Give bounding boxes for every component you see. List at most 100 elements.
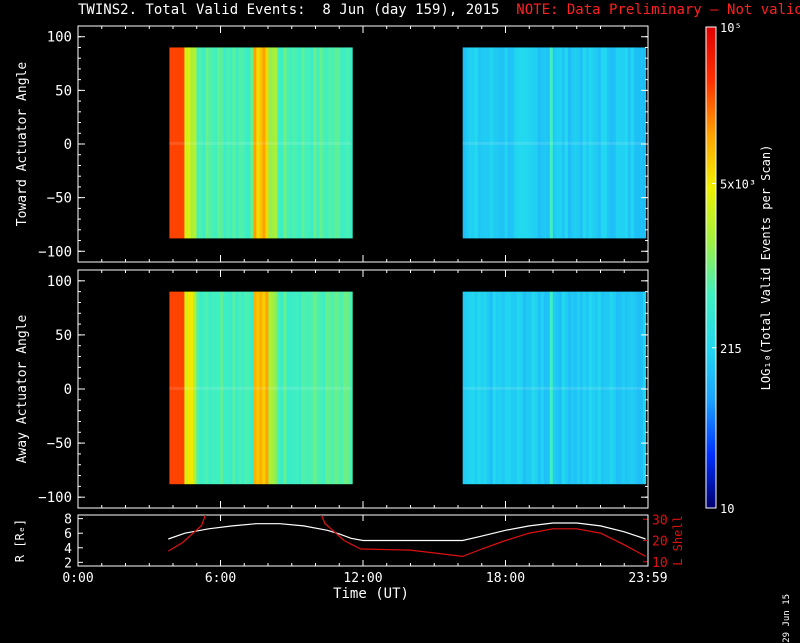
data-strip [486, 291, 490, 485]
ytick-label: 100 [47, 30, 72, 46]
data-strip [594, 47, 599, 239]
y-axis-label: Toward Actuator Angle [15, 62, 30, 227]
data-strip [292, 47, 296, 239]
lshell-line-segment [167, 515, 207, 552]
data-strip [522, 47, 527, 239]
data-strip [564, 47, 569, 239]
ytick-label: 100 [47, 274, 72, 290]
ytick-left-label: 8 [64, 513, 72, 528]
data-strip [537, 291, 542, 485]
data-strip [265, 47, 269, 239]
data-strip [310, 47, 314, 239]
data-strip [349, 291, 353, 485]
data-strip [187, 291, 191, 485]
colorbar-tick-label: 10⁵ [720, 21, 742, 35]
data-strip [627, 291, 632, 485]
data-strip [214, 291, 218, 485]
data-strip [199, 47, 203, 239]
data-strip [531, 47, 536, 239]
data-strip [543, 47, 548, 239]
lshell-line-segment [360, 528, 646, 558]
data-strip [600, 291, 605, 485]
data-strip [576, 291, 581, 485]
colorbar-label: LOG₁₀(Total Valid Events per Scan) [759, 145, 773, 391]
data-strip [325, 47, 329, 239]
colorbar-tick-label: 5x10³ [720, 177, 756, 191]
xtick-label: 6:00 [205, 571, 236, 586]
data-strip [483, 47, 487, 239]
data-strip [504, 291, 508, 485]
data-strip [588, 47, 593, 239]
data-strip [337, 47, 341, 239]
data-strip [319, 47, 323, 239]
data-strip [328, 291, 332, 485]
data-strip [630, 291, 635, 485]
data-strip [639, 291, 644, 485]
data-strip [570, 291, 575, 485]
data-strip [561, 291, 566, 485]
ytick-label: 50 [55, 83, 72, 99]
data-strip [549, 291, 554, 485]
data-strip [600, 47, 605, 239]
data-strip [169, 291, 173, 485]
data-strip [310, 291, 314, 485]
data-strip [331, 47, 335, 239]
ytick-label: −100 [38, 490, 72, 506]
data-strip [489, 47, 493, 239]
data-strip [202, 47, 206, 239]
data-strip [477, 291, 481, 485]
data-strip [283, 291, 287, 485]
data-strip [295, 291, 299, 485]
data-strip [555, 47, 560, 239]
data-strip [564, 291, 569, 485]
data-strip [217, 291, 221, 485]
data-strip [498, 291, 502, 485]
data-strip [286, 47, 290, 239]
ytick-label: 0 [64, 382, 72, 398]
data-strip [489, 291, 493, 485]
data-strip [510, 47, 514, 239]
heatmap-panel-2: 100 50 0 −50 −100 Away Actuator Angle [15, 269, 649, 509]
data-strip [582, 47, 587, 239]
data-strip [516, 291, 521, 485]
data-strip [232, 291, 236, 485]
zero-angle-band [169, 386, 352, 390]
data-strip [340, 291, 344, 485]
data-strip [573, 291, 578, 485]
data-strip [187, 47, 191, 239]
data-strip [175, 47, 179, 239]
data-strip [582, 291, 587, 485]
data-strip [558, 47, 563, 239]
data-strip [636, 47, 641, 239]
data-strip [337, 291, 341, 485]
data-strip [292, 291, 296, 485]
data-strip [615, 291, 620, 485]
data-strip [474, 291, 478, 485]
data-strip [202, 291, 206, 485]
data-strip [340, 47, 344, 239]
ytick-left-label: 4 [64, 542, 72, 557]
y-axis-label: Away Actuator Angle [15, 314, 30, 463]
data-strip [193, 47, 197, 239]
xtick-label: 0:00 [62, 571, 93, 586]
data-strip [229, 47, 233, 239]
data-strip [256, 291, 260, 485]
data-strip [516, 47, 521, 239]
data-strip [531, 291, 536, 485]
data-strip [304, 47, 308, 239]
data-strip [190, 291, 194, 485]
data-strip [480, 291, 484, 485]
data-strip [325, 291, 329, 485]
data-strip [184, 47, 188, 239]
data-strip [639, 47, 644, 239]
data-strip [181, 47, 185, 239]
data-strip [495, 47, 499, 239]
data-strip [199, 291, 203, 485]
data-strip [232, 47, 236, 239]
data-strip [298, 47, 302, 239]
data-strip [579, 47, 584, 239]
data-strip [609, 47, 614, 239]
data-strip [238, 47, 242, 239]
data-strip [546, 47, 551, 239]
